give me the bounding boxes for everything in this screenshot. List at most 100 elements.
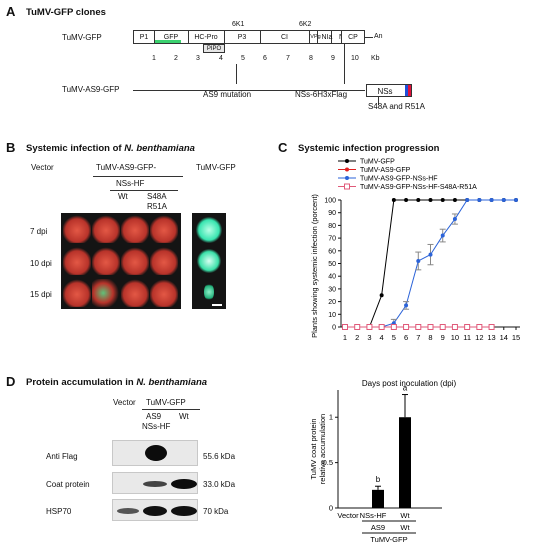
leaf-grid (61, 213, 181, 309)
y-tick-label: 40 (328, 274, 336, 281)
segment-p1: P1 (139, 34, 149, 41)
data-point (366, 324, 373, 330)
bar-group-label: TuMV-GFP (370, 535, 407, 544)
mutant-label: TuMV-AS9-GFP (62, 85, 120, 94)
d-tumv-gfp-label: TuMV-GFP (146, 398, 186, 407)
kb-unit: Kb (371, 55, 380, 62)
blot-hsp70 (112, 499, 198, 521)
legend-entry: TuMV-AS9-GFP (360, 167, 411, 174)
y-tick-label: 80 (328, 223, 336, 230)
leaf-7dpi-mut1 (121, 215, 149, 243)
panel-c-title: Systemic infection progression (298, 143, 440, 154)
data-point (451, 324, 458, 330)
pipo-label: PIPO (206, 46, 222, 52)
b-nss-bracket (110, 190, 178, 191)
x-tick-label: 8 (428, 333, 432, 342)
bar (372, 489, 384, 508)
x-tick-label: 12 (475, 333, 483, 342)
segment-cp-box: CP (341, 30, 365, 44)
segment-gfp: GFP (163, 34, 179, 41)
x-tick-label: 3 (367, 333, 371, 342)
panel-a-title: TuMV-GFP clones (26, 7, 106, 18)
kb-9: 9 (331, 55, 335, 62)
b-row-7dpi: 7 dpi (30, 227, 48, 236)
data-point (464, 324, 471, 330)
construct-label: TuMV-GFP (62, 33, 102, 42)
label-6k1: 6K1 (232, 21, 245, 28)
data-point (440, 198, 445, 202)
legend-swatch-marker (345, 159, 349, 163)
significance-letter: a (403, 384, 408, 393)
data-point (440, 233, 445, 238)
bar-y-tick-label: 0 (329, 504, 333, 513)
d-tumv-bracket (142, 409, 200, 410)
b-tumv-gfp-label: TuMV-GFP (196, 163, 236, 172)
data-point (404, 303, 409, 308)
panel-d-letter: D (6, 374, 16, 389)
d-lane-as9: AS9 (146, 412, 162, 421)
segment-ci: CI (281, 34, 288, 41)
y-tick-label: 20 (328, 299, 336, 306)
x-tick-label: 9 (441, 333, 445, 342)
data-point (390, 324, 397, 330)
y-tick-label: 70 (328, 236, 336, 243)
data-point (403, 324, 410, 330)
kb-3: 3 (196, 55, 200, 62)
leaf-10dpi-mut1 (121, 247, 149, 275)
gfp-leaf-7dpi (196, 217, 222, 243)
blot-size-cp: 33.0 kDa (203, 480, 236, 489)
poly-a-line (365, 37, 373, 38)
bar-y-label-line: TuMV coat protein (309, 419, 318, 480)
segment-nia: NIa (321, 34, 333, 41)
x-tick-label: 14 (500, 333, 508, 342)
data-point (501, 198, 506, 202)
data-point (514, 198, 518, 202)
flag-tag (408, 85, 411, 96)
his-tag (405, 85, 408, 96)
nss-mutation-pointer (378, 97, 379, 105)
kb-10: 10 (351, 55, 359, 62)
mutant-line (133, 90, 365, 91)
x-tick-label: 13 (487, 333, 495, 342)
series-line (381, 199, 516, 328)
leaf-7dpi-mut2 (150, 215, 178, 243)
panel-a-letter: A (6, 4, 16, 19)
data-point (427, 324, 434, 330)
data-point (476, 324, 483, 330)
nss-box-label: NSs (377, 87, 393, 96)
gfp-highlight (155, 40, 181, 43)
blot-label-flag: Anti Flag (46, 452, 78, 461)
data-point (488, 324, 495, 330)
bar-category-label: Wt (400, 511, 410, 520)
gfp-leaf-strip (192, 213, 226, 309)
b-vector-label: Vector (31, 163, 54, 172)
leaf-10dpi-vector (63, 247, 91, 275)
kb-7: 7 (286, 55, 290, 62)
y-axis-label: Plants showing systemic infection (porce… (310, 194, 319, 338)
panel-c-letter: C (278, 140, 288, 155)
bar-category-label: Vector (337, 511, 359, 520)
panel-b-letter: B (6, 140, 16, 155)
nss-mutation-label: S48A and R51A (368, 102, 425, 111)
blot-size-flag: 55.6 kDa (203, 452, 236, 461)
gfp-leaf-10dpi (197, 249, 221, 273)
significance-letter: b (376, 475, 381, 484)
x-tick-label: 1 (343, 333, 347, 342)
data-point (452, 198, 457, 202)
x-tick-label: 2 (355, 333, 359, 342)
x-axis-label: Days post inoculation (dpi) (362, 379, 457, 388)
d-lane-wt: Wt (179, 412, 189, 421)
data-point (404, 198, 409, 202)
blot-label-hsp70: HSP70 (46, 507, 72, 516)
data-point (416, 258, 421, 263)
legend-entry: TuMV-AS9-GFP-NSs-HF (360, 176, 438, 183)
x-tick-label: 6 (404, 333, 408, 342)
label-6k2: 6K2 (299, 21, 312, 28)
legend-entry: TuMV-AS9-GFP-NSs-HF-S48A-R51A (360, 184, 477, 191)
panel-b-title: Systemic infection of N. benthamiana (26, 143, 195, 154)
y-tick-label: 10 (328, 312, 336, 319)
nss-box: NSs (366, 84, 412, 97)
